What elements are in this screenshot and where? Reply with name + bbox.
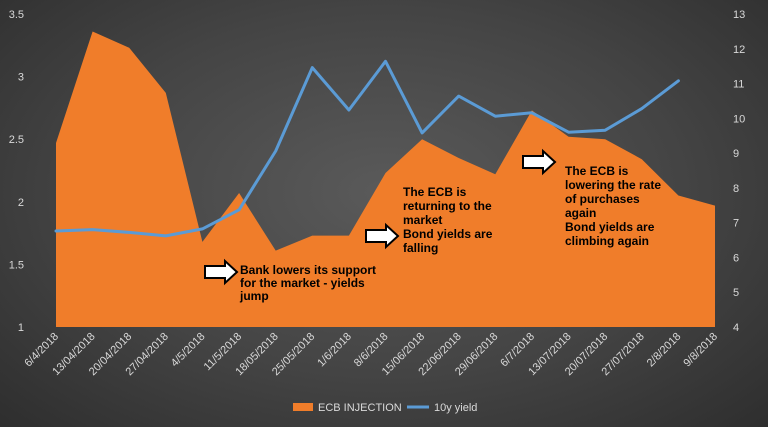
right-tick-label: 6 [733, 252, 739, 264]
left-tick-label: 3.5 [9, 9, 24, 21]
annotation-line: Bank lowers its support [240, 263, 376, 277]
x-tick-label: 9/8/2018 [681, 331, 720, 370]
left-tick-label: 1 [18, 322, 24, 334]
annotation-line: climbing again [565, 234, 649, 248]
line-layer [54, 59, 680, 238]
left-tick-label: 1.5 [9, 259, 24, 271]
x-tick-label: 1/6/2018 [315, 331, 354, 370]
annotation-line: The ECB is [403, 185, 467, 199]
right-axis: 4 5 6 7 8 9 10 11 12 13 [733, 9, 745, 334]
right-tick-label: 9 [733, 148, 739, 160]
left-tick-label: 2 [18, 197, 24, 209]
ecb-injection-area [56, 31, 715, 327]
right-tick-label: 8 [733, 183, 739, 195]
right-tick-label: 10 [733, 113, 745, 125]
annotation-line: Bond yields are [403, 227, 493, 241]
x-tick-label: 2/8/2018 [645, 331, 684, 370]
annotation-line: falling [403, 241, 438, 255]
annotation-text: The ECB is lowering the rate of purchases a… [565, 164, 661, 248]
annotation-line: for the market - yields [240, 276, 365, 290]
legend: ECB INJECTION 10y yield [293, 402, 477, 414]
right-tick-label: 7 [733, 218, 739, 230]
legend-label-yield: 10y yield [434, 402, 477, 414]
right-tick-label: 4 [733, 322, 739, 334]
annotation-line: of purchases [565, 192, 640, 206]
annotation-line: Bond yields are [565, 220, 655, 234]
annotation-arrow-icon [204, 258, 239, 286]
legend-area-swatch [293, 403, 313, 411]
left-tick-label: 2.5 [9, 134, 24, 146]
annotation-line: market [403, 213, 442, 227]
x-axis: 6/4/201813/04/201820/04/201827/04/20184/… [22, 331, 720, 378]
annotation-line: lowering the rate [565, 178, 661, 192]
annotation-text: Bank lowers its support for the market - … [239, 263, 376, 303]
left-tick-label: 3 [18, 72, 24, 84]
legend-label-ecb-injection: ECB INJECTION [318, 402, 402, 414]
right-tick-label: 12 [733, 44, 745, 56]
annotation-arrow-icon [365, 222, 400, 250]
annotation-line: returning to the [403, 199, 492, 213]
annotation-line: jump [239, 289, 269, 303]
annotations: Bank lowers its support for the market - … [204, 148, 661, 303]
annotation-arrow-icon [522, 148, 557, 176]
yield-line [54, 59, 680, 238]
right-tick-label: 5 [733, 287, 739, 299]
left-axis: 1 1.5 2 2.5 3 3.5 [9, 9, 24, 334]
right-tick-label: 13 [733, 9, 745, 21]
area-layer [56, 31, 715, 327]
right-tick-label: 11 [733, 79, 744, 91]
annotation-line: The ECB is [565, 164, 629, 178]
annotation-text: The ECB is returning to the market Bond yie… [403, 185, 493, 255]
annotation-line: again [565, 206, 596, 220]
